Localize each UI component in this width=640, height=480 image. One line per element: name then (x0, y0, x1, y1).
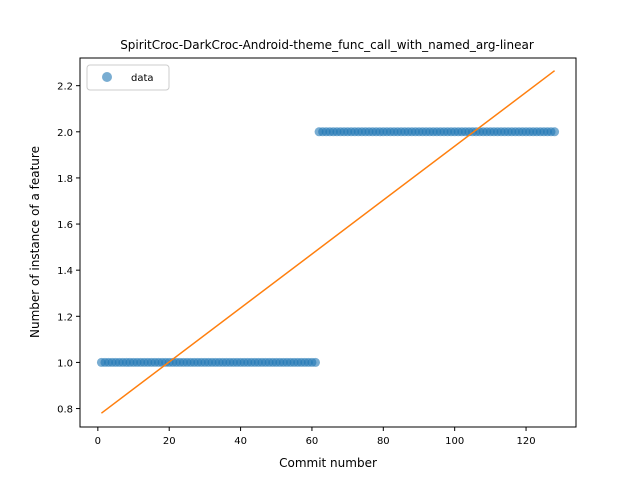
plot-area (96, 70, 560, 414)
legend: data (86, 64, 170, 91)
legend-marker-data (102, 72, 112, 82)
linear-fit-line (100, 70, 556, 414)
x-tick-label: 80 (377, 436, 390, 447)
y-axis-ticks: 0.8 1.0 1.2 1.4 1.6 1.8 2.0 2.2 (57, 82, 80, 416)
y-axis-label: Number of instance of a feature (28, 146, 42, 338)
data-point (550, 127, 560, 137)
legend-entry-data: data (131, 73, 154, 84)
x-tick-label: 40 (234, 436, 247, 447)
y-tick-label: 1.0 (57, 358, 73, 369)
x-tick-label: 60 (306, 436, 319, 447)
legend-box (86, 64, 170, 91)
y-tick-label: 1.2 (57, 312, 73, 323)
data-point (311, 357, 321, 367)
y-tick-label: 0.8 (57, 405, 73, 416)
y-tick-label: 1.4 (57, 266, 73, 277)
x-tick-label: 0 (95, 436, 101, 447)
y-tick-label: 2.2 (57, 82, 73, 93)
y-tick-label: 1.8 (57, 174, 73, 185)
x-axis-label: Commit number (279, 456, 377, 470)
y-tick-label: 2.0 (57, 128, 73, 139)
x-axis-ticks: 0 20 40 60 80 100 120 (95, 427, 536, 447)
x-tick-label: 120 (516, 436, 535, 447)
x-tick-label: 20 (163, 436, 176, 447)
y-tick-label: 1.6 (57, 220, 73, 231)
chart-title: SpiritCroc-DarkCroc-Android-theme_func_c… (120, 38, 534, 52)
x-tick-label: 100 (445, 436, 464, 447)
axes-frame (79, 57, 577, 428)
